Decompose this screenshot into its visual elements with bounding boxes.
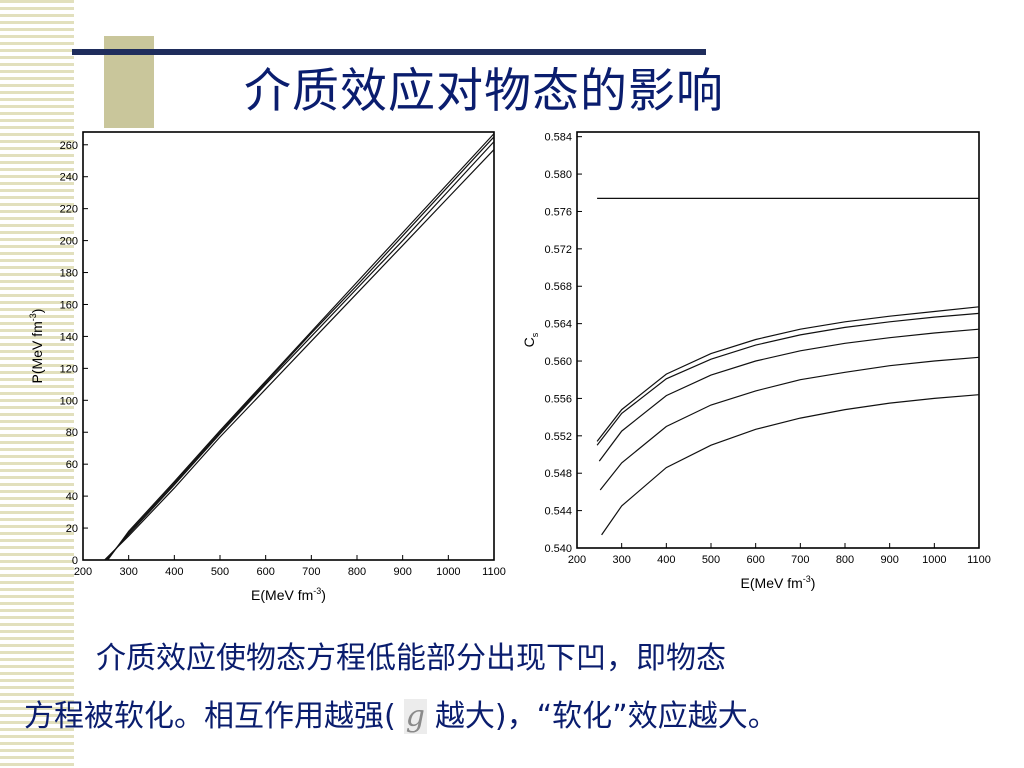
x-tick-label: 300 <box>119 566 137 578</box>
y-tick-label: 200 <box>60 236 78 248</box>
y-tick-label: 140 <box>60 331 78 343</box>
x-tick-label: 1100 <box>967 554 991 566</box>
y-tick-label: 100 <box>60 395 78 407</box>
x-tick-label: 800 <box>348 566 366 578</box>
plot-frame <box>82 131 495 561</box>
x-tick-label: 1100 <box>482 566 506 578</box>
slide-title: 介质效应对物态的影响 <box>244 64 724 119</box>
x-tick-label: 400 <box>657 554 675 566</box>
y-tick-label: 0.548 <box>544 468 572 480</box>
x-tick-label: 900 <box>880 554 898 566</box>
y-tick-label: 260 <box>60 140 78 152</box>
x-tick-label: 300 <box>612 554 630 566</box>
y-tick-label: 180 <box>60 268 78 280</box>
y-tick-label: 0.576 <box>544 206 572 218</box>
x-axis-label: E(MeV fm-3) <box>741 574 816 591</box>
y-tick-label: 240 <box>60 172 78 184</box>
y-tick-label: 0 <box>72 555 78 567</box>
caption-line-2-start: 方程被软化。相互作用越强( <box>24 699 396 734</box>
series-line <box>104 149 495 561</box>
y-tick-label: 120 <box>60 363 78 375</box>
x-tick-label: 1000 <box>922 554 946 566</box>
series-line <box>107 133 495 561</box>
series-line <box>106 136 495 561</box>
pressure-energy-chart: 200 300 400 500 600 700 800 900 1000 1100 0 20 40 60 8… <box>28 131 506 603</box>
y-tick-label: 0.540 <box>544 543 572 555</box>
y-tick-label: 0.552 <box>544 431 572 443</box>
y-tick-label: 0.560 <box>544 356 572 368</box>
title-rule <box>72 49 706 55</box>
y-tick-label: 0.564 <box>544 319 572 331</box>
y-axis-label: P(MeV fm-3) <box>28 309 45 384</box>
plot-frame <box>576 131 980 549</box>
y-tick-label: 0.568 <box>544 281 572 293</box>
series-line <box>105 141 495 561</box>
x-tick-label: 500 <box>211 566 229 578</box>
caption-line-1: 介质效应使物态方程低能部分出现下凹，即物态 <box>96 641 726 676</box>
series-line <box>596 306 980 442</box>
y-tick-label: 0.572 <box>544 244 572 256</box>
series-line <box>601 394 980 536</box>
y-tick-label: 0.584 <box>544 132 572 144</box>
x-tick-label: 600 <box>256 566 274 578</box>
y-tick-label: 40 <box>66 491 78 503</box>
x-tick-label: 800 <box>836 554 854 566</box>
series-line <box>599 356 980 491</box>
y-axis-label: Cs <box>521 332 540 347</box>
x-tick-label: 200 <box>74 566 92 578</box>
y-tick-label: 20 <box>66 523 78 535</box>
coupling-symbol: g <box>403 699 427 734</box>
x-tick-label: 700 <box>791 554 809 566</box>
y-tick-label: 0.556 <box>544 393 572 405</box>
x-tick-label: 400 <box>165 566 183 578</box>
y-tick-label: 220 <box>60 204 78 216</box>
sound-speed-chart: 200 300 400 500 600 700 800 900 1000 1100 0.540 0.5… <box>521 131 991 591</box>
y-tick-label: 80 <box>66 427 78 439</box>
y-tick-label: 0.580 <box>544 169 572 181</box>
y-tick-label: 160 <box>60 299 78 311</box>
caption-line-2: 方程被软化。相互作用越强(g 越大)，“软化”效应越大。 <box>24 691 778 735</box>
x-axis-label: E(MeV fm-3) <box>251 586 326 603</box>
x-tick-label: 200 <box>568 554 586 566</box>
x-tick-label: 600 <box>746 554 764 566</box>
x-tick-label: 500 <box>702 554 720 566</box>
series-line <box>596 312 980 446</box>
left-stripe-decoration <box>0 0 74 768</box>
x-tick-label: 700 <box>302 566 320 578</box>
series-line <box>598 328 980 462</box>
y-tick-label: 60 <box>66 459 78 471</box>
caption-line-2-end: 越大)，“软化”效应越大。 <box>434 699 778 734</box>
x-tick-label: 1000 <box>436 566 460 578</box>
y-tick-label: 0.544 <box>544 506 572 518</box>
x-tick-label: 900 <box>393 566 411 578</box>
